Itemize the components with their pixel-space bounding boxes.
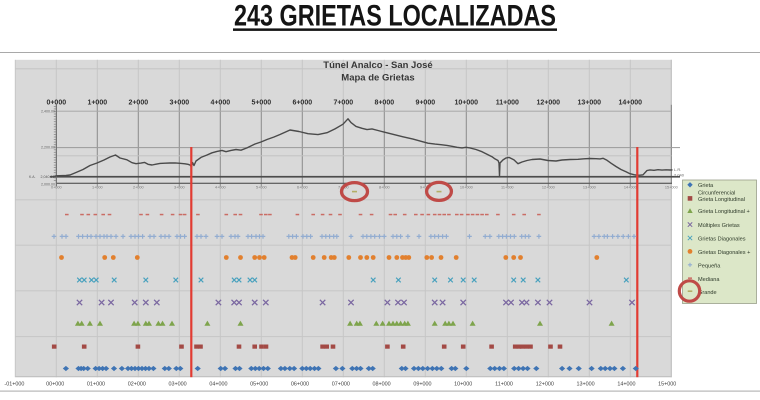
svg-text:2+000: 2+000 bbox=[133, 185, 144, 189]
svg-text:03+000: 03+000 bbox=[169, 382, 187, 388]
svg-text:6+000: 6+000 bbox=[292, 100, 312, 107]
svg-text:07+000: 07+000 bbox=[332, 382, 350, 388]
svg-text:Grieta: Grieta bbox=[698, 183, 714, 189]
svg-text:14+000: 14+000 bbox=[619, 100, 643, 107]
svg-text:0+000: 0+000 bbox=[51, 185, 62, 189]
svg-text:8+000: 8+000 bbox=[374, 100, 394, 107]
svg-text:08+000: 08+000 bbox=[373, 382, 391, 388]
svg-text:12+000: 12+000 bbox=[537, 100, 561, 107]
svg-text:7+000: 7+000 bbox=[333, 100, 353, 107]
svg-text:06+000: 06+000 bbox=[291, 382, 309, 388]
svg-text:2+000: 2+000 bbox=[128, 100, 148, 107]
svg-text:Grietas Diagonales +: Grietas Diagonales + bbox=[698, 250, 750, 256]
svg-text:9+000: 9+000 bbox=[420, 185, 431, 189]
svg-text:2,040.00: 2,040.00 bbox=[41, 175, 55, 179]
svg-text:2,200.00: 2,200.00 bbox=[41, 146, 55, 150]
svg-text:2,000.00: 2,000.00 bbox=[41, 183, 55, 187]
svg-text:K.A.: K.A. bbox=[29, 175, 35, 179]
svg-text:Múltiples Grietas: Múltiples Grietas bbox=[698, 223, 740, 229]
svg-text:10+000: 10+000 bbox=[455, 100, 479, 107]
svg-text:4+000: 4+000 bbox=[215, 185, 226, 189]
svg-text:11+000: 11+000 bbox=[501, 185, 514, 189]
svg-text:15+000: 15+000 bbox=[665, 185, 678, 189]
svg-text:11+000: 11+000 bbox=[495, 382, 513, 388]
svg-text:14+000: 14+000 bbox=[617, 382, 635, 388]
svg-text:L.R.: L.R. bbox=[674, 167, 681, 172]
svg-text:9+000: 9+000 bbox=[415, 100, 435, 107]
svg-text:00+000: 00+000 bbox=[46, 382, 64, 388]
svg-text:14+000: 14+000 bbox=[624, 185, 637, 189]
svg-text:243 GRIETAS LOCALIZADAS: 243 GRIETAS LOCALIZADAS bbox=[234, 0, 556, 33]
svg-text:13+000: 13+000 bbox=[578, 100, 602, 107]
svg-text:13+000: 13+000 bbox=[583, 185, 596, 189]
svg-text:1+000: 1+000 bbox=[92, 185, 103, 189]
svg-text:01+000: 01+000 bbox=[87, 382, 105, 388]
svg-text:13+000: 13+000 bbox=[577, 382, 595, 388]
svg-text:Túnel Analco - San José: Túnel Analco - San José bbox=[323, 60, 432, 71]
svg-text:Circunferencial: Circunferencial bbox=[698, 191, 735, 197]
svg-text:Grieta Longitudinal +: Grieta Longitudinal + bbox=[698, 209, 750, 215]
svg-text:1+000: 1+000 bbox=[87, 100, 107, 107]
svg-text:05+000: 05+000 bbox=[250, 382, 268, 388]
svg-text:0+000: 0+000 bbox=[46, 100, 66, 107]
svg-text:12+000: 12+000 bbox=[536, 382, 554, 388]
svg-text:2,040: 2,040 bbox=[674, 173, 685, 178]
svg-text:Mapa de Grietas: Mapa de Grietas bbox=[341, 73, 414, 84]
svg-text:5+000: 5+000 bbox=[256, 185, 267, 189]
svg-text:02+000: 02+000 bbox=[128, 382, 146, 388]
svg-text:Pequeña: Pequeña bbox=[698, 263, 721, 269]
svg-text:15+000: 15+000 bbox=[658, 382, 676, 388]
svg-text:09+000: 09+000 bbox=[413, 382, 431, 388]
svg-text:Mediana: Mediana bbox=[698, 277, 720, 283]
svg-text:10+000: 10+000 bbox=[454, 382, 472, 388]
svg-text:6+000: 6+000 bbox=[297, 185, 308, 189]
svg-text:Grieta Longitudinal: Grieta Longitudinal bbox=[698, 197, 745, 203]
svg-text:8+000: 8+000 bbox=[379, 185, 390, 189]
svg-text:3+000: 3+000 bbox=[169, 100, 189, 107]
svg-text:5+000: 5+000 bbox=[251, 100, 271, 107]
svg-text:12+000: 12+000 bbox=[542, 185, 555, 189]
svg-text:-01+000: -01+000 bbox=[4, 382, 24, 388]
svg-text:11+000: 11+000 bbox=[496, 100, 519, 107]
svg-text:04+000: 04+000 bbox=[209, 382, 227, 388]
svg-text:Grande: Grande bbox=[698, 290, 717, 296]
svg-text:2,400.00: 2,400.00 bbox=[41, 109, 55, 113]
svg-text:4+000: 4+000 bbox=[210, 100, 230, 107]
svg-text:Grietas Diagonales: Grietas Diagonales bbox=[698, 237, 746, 243]
svg-text:3+000: 3+000 bbox=[174, 185, 185, 189]
svg-text:10+000: 10+000 bbox=[460, 185, 473, 189]
